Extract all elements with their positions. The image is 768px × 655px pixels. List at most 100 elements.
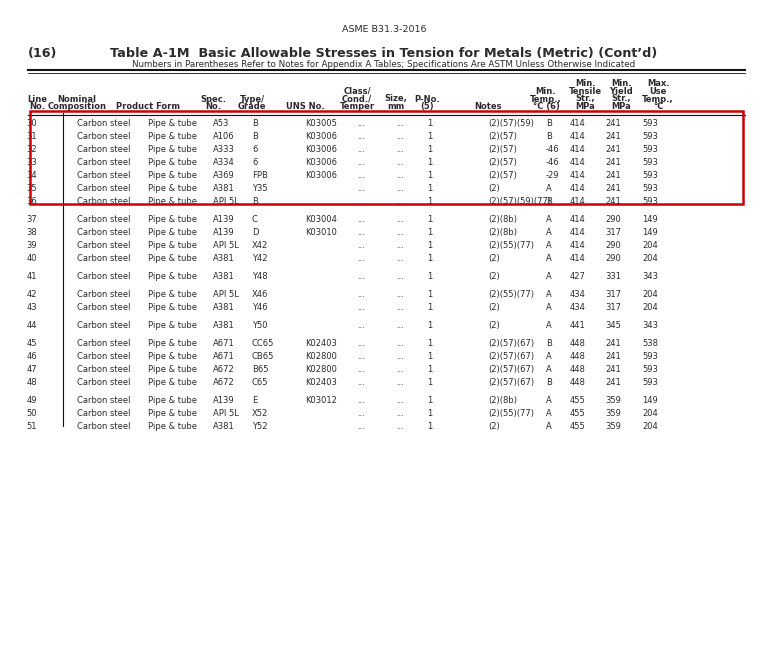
Text: 50: 50 (27, 409, 37, 418)
Text: K03004: K03004 (305, 215, 337, 224)
Text: 1: 1 (427, 396, 432, 405)
Text: 149: 149 (642, 396, 658, 405)
Text: 1: 1 (427, 422, 432, 431)
Text: Numbers in Parentheses Refer to Notes for Appendix A Tables; Specifications Are : Numbers in Parentheses Refer to Notes fo… (132, 60, 636, 69)
Text: A139: A139 (213, 396, 235, 405)
Text: Carbon steel: Carbon steel (77, 171, 131, 180)
Text: ...: ... (357, 396, 365, 405)
Text: API 5L: API 5L (213, 197, 239, 206)
Text: 1: 1 (427, 352, 432, 361)
Text: (5): (5) (420, 102, 434, 111)
Text: A: A (546, 409, 551, 418)
Text: A672: A672 (213, 378, 235, 387)
Text: Carbon steel: Carbon steel (77, 303, 131, 312)
Text: Carbon steel: Carbon steel (77, 145, 131, 154)
Text: K03006: K03006 (305, 145, 337, 154)
Text: Pipe & tube: Pipe & tube (148, 132, 197, 141)
Text: Pipe & tube: Pipe & tube (148, 290, 197, 299)
Text: A: A (546, 321, 551, 330)
Text: Carbon steel: Carbon steel (77, 241, 131, 250)
Text: 241: 241 (605, 197, 621, 206)
Text: Pipe & tube: Pipe & tube (148, 365, 197, 374)
Text: mm: mm (387, 102, 405, 111)
Text: A: A (546, 184, 551, 193)
Text: 39: 39 (26, 241, 37, 250)
Text: UNS No.: UNS No. (286, 102, 324, 111)
Text: 593: 593 (642, 158, 658, 167)
Text: (2)(8b): (2)(8b) (488, 215, 517, 224)
Text: 241: 241 (605, 158, 621, 167)
Text: (2): (2) (488, 303, 500, 312)
Text: K03006: K03006 (305, 132, 337, 141)
Text: 31: 31 (26, 132, 37, 141)
Text: Str.,: Str., (575, 94, 594, 103)
Text: ...: ... (396, 119, 404, 128)
Text: 44: 44 (27, 321, 37, 330)
Text: Pipe & tube: Pipe & tube (148, 184, 197, 193)
Text: Str.,: Str., (611, 94, 631, 103)
Text: 241: 241 (605, 171, 621, 180)
Text: A139: A139 (213, 215, 235, 224)
Text: B: B (546, 197, 552, 206)
Text: Carbon steel: Carbon steel (77, 409, 131, 418)
Text: ...: ... (396, 132, 404, 141)
Text: 434: 434 (569, 303, 585, 312)
Text: Carbon steel: Carbon steel (77, 396, 131, 405)
Text: 455: 455 (569, 422, 585, 431)
Text: ...: ... (357, 409, 365, 418)
Text: A671: A671 (213, 352, 235, 361)
Text: 204: 204 (642, 241, 658, 250)
Text: ...: ... (396, 228, 404, 237)
Text: Pipe & tube: Pipe & tube (148, 339, 197, 348)
Text: ...: ... (357, 254, 365, 263)
Text: 448: 448 (569, 378, 585, 387)
Text: Use: Use (649, 87, 667, 96)
Text: C65: C65 (252, 378, 269, 387)
Text: 593: 593 (642, 197, 658, 206)
Text: 6: 6 (252, 158, 257, 167)
Text: (2)(57)(59)(77): (2)(57)(59)(77) (488, 197, 551, 206)
Text: K03006: K03006 (305, 171, 337, 180)
Text: ...: ... (357, 339, 365, 348)
Text: P-No.: P-No. (414, 94, 440, 103)
Text: Y42: Y42 (252, 254, 267, 263)
Text: Carbon steel: Carbon steel (77, 290, 131, 299)
Text: (2)(55)(77): (2)(55)(77) (488, 409, 534, 418)
Text: ...: ... (357, 132, 365, 141)
Text: -46: -46 (546, 158, 560, 167)
Text: Pipe & tube: Pipe & tube (148, 272, 197, 281)
Text: ...: ... (357, 197, 365, 206)
Text: Pipe & tube: Pipe & tube (148, 409, 197, 418)
Text: 33: 33 (26, 158, 37, 167)
Text: 593: 593 (642, 171, 658, 180)
Text: 241: 241 (605, 352, 621, 361)
Text: 359: 359 (605, 422, 621, 431)
Text: 45: 45 (27, 339, 37, 348)
Text: K02403: K02403 (305, 339, 337, 348)
Text: °C (6): °C (6) (532, 102, 559, 111)
Text: 241: 241 (605, 378, 621, 387)
Text: 35: 35 (26, 184, 37, 193)
Text: (2)(55)(77): (2)(55)(77) (488, 241, 534, 250)
Text: B: B (252, 132, 258, 141)
Text: A381: A381 (213, 254, 235, 263)
Text: ...: ... (396, 254, 404, 263)
Text: 1: 1 (427, 241, 432, 250)
Text: 1: 1 (427, 145, 432, 154)
Text: API 5L: API 5L (213, 290, 239, 299)
Text: 1: 1 (427, 215, 432, 224)
Text: 48: 48 (26, 378, 37, 387)
Text: Pipe & tube: Pipe & tube (148, 158, 197, 167)
Text: Carbon steel: Carbon steel (77, 184, 131, 193)
Text: A381: A381 (213, 321, 235, 330)
Text: 455: 455 (569, 409, 585, 418)
Text: A139: A139 (213, 228, 235, 237)
Text: B: B (546, 378, 552, 387)
Text: ...: ... (357, 378, 365, 387)
Text: 1: 1 (427, 228, 432, 237)
Text: Carbon steel: Carbon steel (77, 378, 131, 387)
Text: 149: 149 (642, 215, 658, 224)
Text: Max.: Max. (647, 79, 669, 88)
Text: ...: ... (357, 352, 365, 361)
Text: Pipe & tube: Pipe & tube (148, 215, 197, 224)
